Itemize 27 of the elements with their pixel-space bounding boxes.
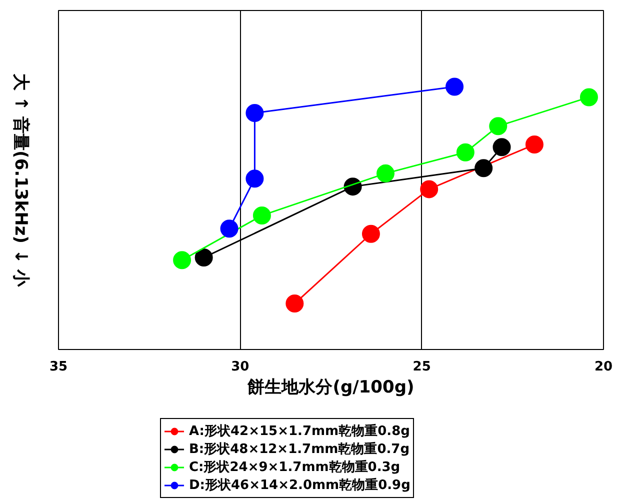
x-tick-label: 35 bbox=[49, 360, 68, 374]
point bbox=[252, 206, 271, 224]
x-tick-label: 20 bbox=[594, 360, 613, 374]
point bbox=[246, 104, 264, 122]
x-tick-label: 25 bbox=[412, 360, 431, 374]
point bbox=[580, 88, 598, 106]
legend-label: C:形状24×9×1.7mm乾物重0.3g bbox=[189, 458, 400, 476]
point bbox=[194, 248, 213, 267]
x-axis-title: 餅生地水分(g/100g) bbox=[246, 378, 414, 398]
point bbox=[474, 159, 493, 178]
point bbox=[173, 251, 192, 270]
x-tick-label: 30 bbox=[231, 360, 250, 374]
point bbox=[456, 143, 474, 162]
point bbox=[376, 164, 394, 182]
point bbox=[525, 136, 544, 154]
y-axis-title: 大 ↑ 音量(6.13kHz) ↓ 小 bbox=[10, 73, 30, 288]
point bbox=[220, 220, 238, 238]
point bbox=[286, 294, 304, 312]
point bbox=[492, 138, 511, 156]
legend-label: D:形状46×14×2.0mm乾物重0.9g bbox=[189, 476, 410, 494]
legend-label: A:形状42×15×1.7mm乾物重0.8g bbox=[189, 422, 410, 440]
point bbox=[446, 78, 464, 96]
point bbox=[362, 224, 380, 243]
point bbox=[420, 180, 438, 198]
point bbox=[246, 170, 264, 188]
point bbox=[489, 117, 508, 136]
legend-label: B:形状48×12×1.7mm乾物重0.7g bbox=[189, 440, 410, 458]
